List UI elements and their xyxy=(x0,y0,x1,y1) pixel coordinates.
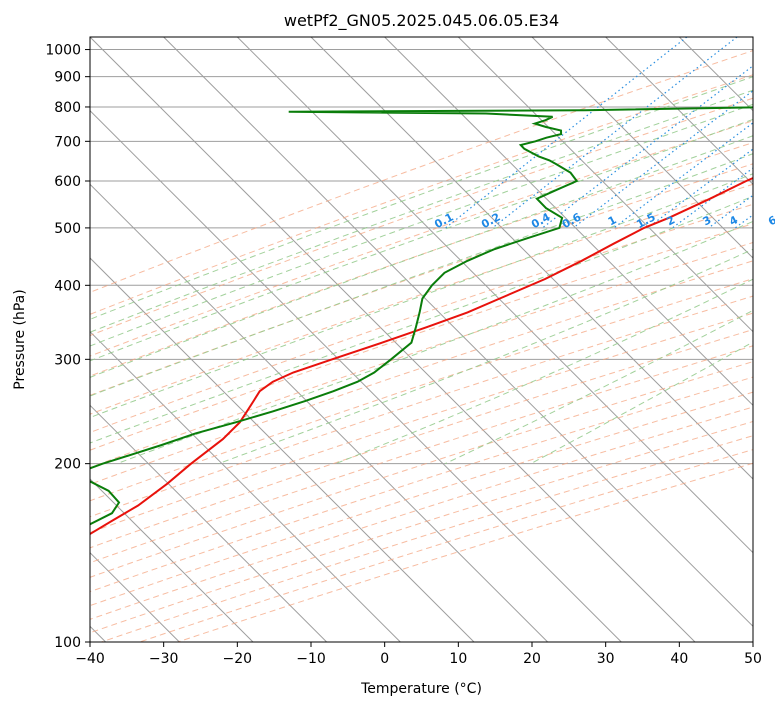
dry-adiabat-line xyxy=(90,223,753,451)
dry-adiabat-line xyxy=(90,312,753,533)
mixing-ratio-label: 6 xyxy=(766,213,775,228)
x-tick-label: 20 xyxy=(523,651,541,667)
isotherm-line xyxy=(605,37,753,186)
y-tick-label: 300 xyxy=(54,352,81,368)
isotherm-line xyxy=(384,37,753,407)
dry-adiabat-line xyxy=(90,278,753,502)
y-tick-label: 100 xyxy=(54,635,81,651)
dry-adiabat-line xyxy=(139,449,753,642)
y-tick-label: 500 xyxy=(54,221,81,237)
dry-adiabat-line xyxy=(90,74,753,315)
isotherm-line xyxy=(90,109,622,642)
dry-adiabat-line xyxy=(90,163,753,396)
x-tick-label: 10 xyxy=(449,651,467,667)
isotherm-line xyxy=(678,37,753,112)
profile-lines xyxy=(90,106,753,536)
isotherm-line xyxy=(457,37,753,333)
isotherm-line xyxy=(90,183,549,642)
isotherm-line xyxy=(752,37,753,38)
dry-adiabat-line xyxy=(90,50,753,293)
plot-frame xyxy=(89,36,754,643)
moist-adiabat-line xyxy=(90,89,753,333)
y-tick-label: 600 xyxy=(54,174,81,190)
mixing-ratio-line xyxy=(647,148,753,229)
y-tick-label: 400 xyxy=(54,278,81,294)
moist-adiabat-line xyxy=(90,173,753,419)
mixing-ratio-line xyxy=(572,89,753,229)
dry-adiabat-line xyxy=(90,183,753,415)
y-tick-label: 1000 xyxy=(45,43,81,59)
dry-adiabat-line xyxy=(90,260,753,485)
temperature-profile-line xyxy=(90,176,753,536)
moist-adiabat-line xyxy=(444,309,753,465)
isotherm-line xyxy=(90,478,254,642)
y-axis: 100 200 300 400 500 600 700 800 900 1000 xyxy=(45,43,90,651)
isotherm-line xyxy=(90,330,401,642)
dry-adiabat-line xyxy=(90,376,753,593)
moist-adiabat-line xyxy=(335,278,753,465)
moist-adiabat-line xyxy=(90,135,753,378)
x-tick-label: 0 xyxy=(380,651,389,667)
isotherm-line xyxy=(236,37,753,554)
y-tick-label: 900 xyxy=(54,70,81,86)
x-tick-label: −40 xyxy=(75,651,105,667)
isotherm-line xyxy=(90,404,328,642)
moist-adiabat-line xyxy=(530,341,753,465)
mixing-ratio-line xyxy=(542,65,753,229)
dry-adiabat-line xyxy=(90,241,753,469)
dry-adiabat-line xyxy=(90,295,753,518)
mixing-ratio-line xyxy=(708,194,753,229)
moist-adiabat-line xyxy=(90,195,753,444)
x-tick-label: −20 xyxy=(223,651,253,667)
dewpoint-profile-line xyxy=(90,106,753,526)
y-tick-label: 800 xyxy=(54,100,81,116)
dry-adiabat-line xyxy=(101,435,753,642)
moist-adiabat-line xyxy=(218,248,753,465)
dry-adiabat-line xyxy=(90,345,753,564)
x-axis-label: Temperature (°C) xyxy=(360,681,482,697)
dry-adiabat-line xyxy=(90,142,753,377)
x-tick-label: 50 xyxy=(744,651,762,667)
mixing-ratio-line xyxy=(445,37,688,229)
dry-adiabat-line xyxy=(90,361,753,578)
y-axis-label: Pressure (hPa) xyxy=(12,289,28,389)
x-tick-label: 40 xyxy=(670,651,688,667)
y-tick-label: 700 xyxy=(54,134,81,150)
chart-title: wetPf2_GN05.2025.045.06.05.E34 xyxy=(284,11,559,31)
plot-area: 0.10.20.40.611.52346810131620253036 xyxy=(89,36,775,643)
mixing-ratio-label: 4 xyxy=(727,213,740,228)
moist-adiabat-line xyxy=(90,153,753,397)
isotherm-line xyxy=(531,37,753,259)
x-tick-label: 30 xyxy=(597,651,615,667)
dry-adiabat-line xyxy=(90,120,753,357)
isotherm-line xyxy=(163,37,753,628)
dry-adiabat-line xyxy=(90,97,753,337)
moist-adiabat-line xyxy=(90,118,753,362)
dry-adiabat-line xyxy=(177,462,753,642)
mixing-ratio-label: 1 xyxy=(606,213,619,228)
dry-adiabat-line xyxy=(90,203,753,433)
background-lines xyxy=(90,37,753,642)
mixing-ratio-line xyxy=(734,214,753,229)
x-tick-label: −30 xyxy=(149,651,179,667)
isotherm-line xyxy=(310,37,753,480)
dry-adiabat-line xyxy=(90,329,753,549)
x-tick-label: −10 xyxy=(296,651,326,667)
isotherm-line xyxy=(90,257,475,642)
dry-adiabat-line xyxy=(90,391,753,607)
mixing-ratio-line xyxy=(672,167,753,229)
y-tick-label: 200 xyxy=(54,457,81,473)
mixing-ratio-line xyxy=(492,37,738,229)
x-axis: −40 −30 −20 −10 0 10 20 30 40 50 xyxy=(75,642,762,667)
